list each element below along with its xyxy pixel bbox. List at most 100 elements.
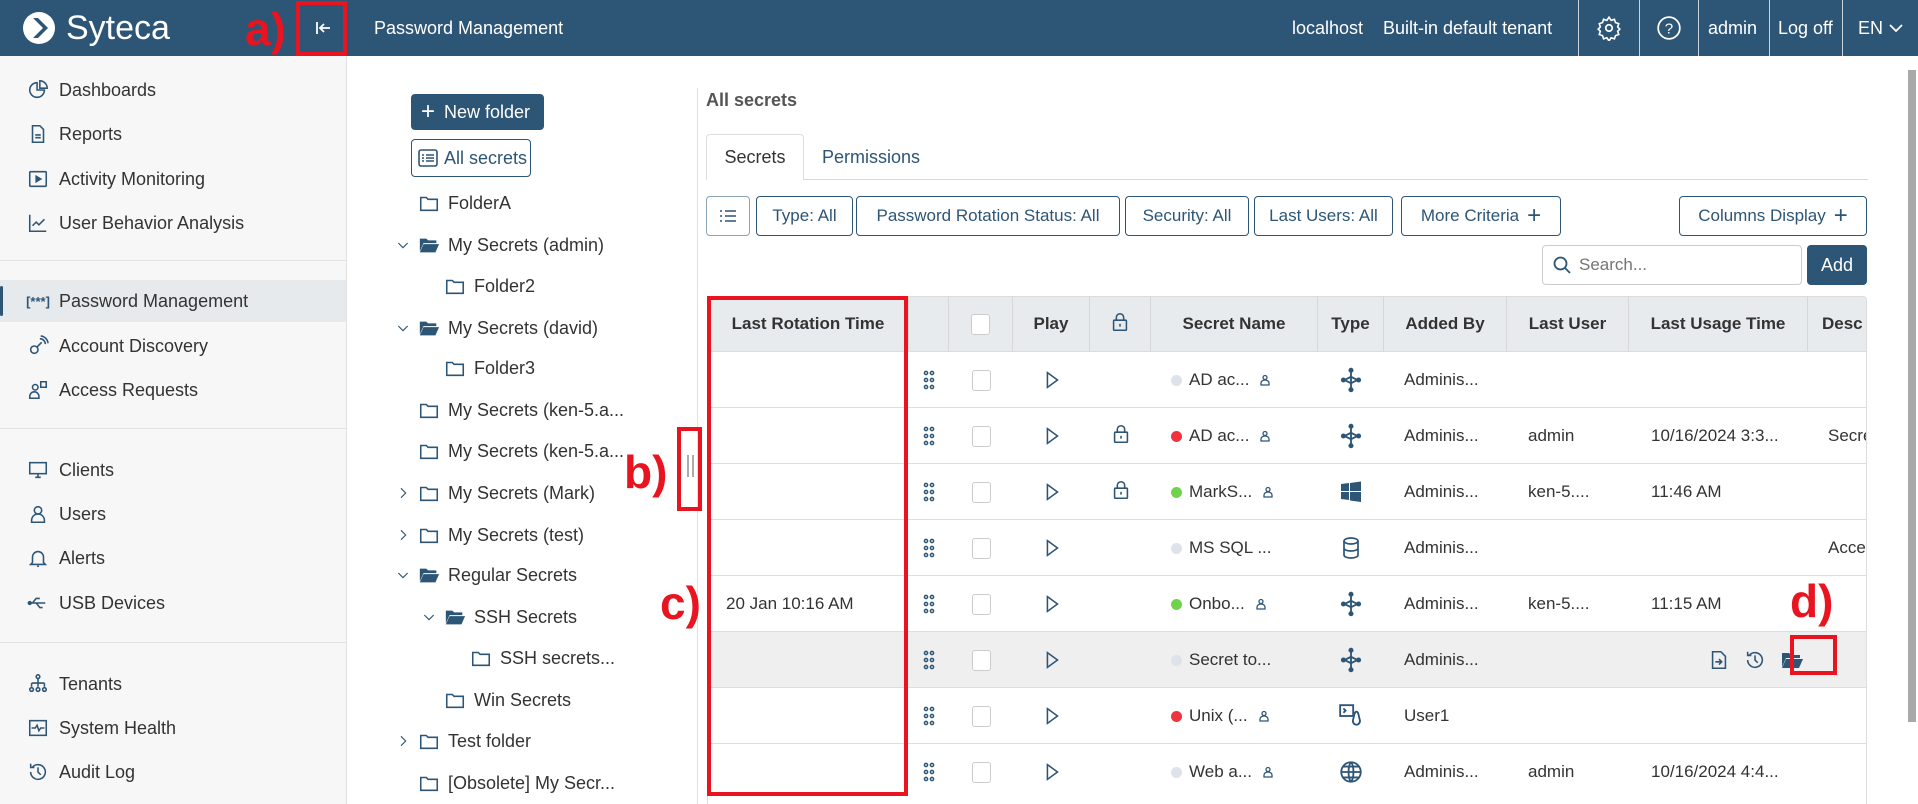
sidebar-item-clients[interactable]: Clients — [0, 449, 346, 491]
row-checkbox[interactable] — [971, 649, 991, 671]
chevron-down-icon[interactable] — [394, 320, 412, 336]
drag-handle[interactable] — [909, 464, 949, 520]
row-checkbox[interactable] — [971, 761, 991, 783]
tree-item[interactable]: FolderA — [394, 184, 511, 222]
columns-display-button[interactable]: Columns Display + — [1679, 196, 1867, 236]
play-button[interactable] — [1013, 352, 1090, 408]
row-checkbox[interactable] — [971, 369, 991, 391]
table-row[interactable]: AD ac... Adminis... admin 10/16/2024 3:3...… — [708, 407, 1866, 464]
drag-handle[interactable] — [909, 408, 949, 464]
sidebar-item-users[interactable]: Users — [0, 493, 346, 535]
sidebar-item-activity-monitoring[interactable]: Activity Monitoring — [0, 158, 346, 200]
tree-item[interactable]: My Secrets (Mark) — [394, 474, 595, 512]
secret-name-cell[interactable]: AD ac... — [1151, 408, 1318, 464]
sidebar-item-alerts[interactable]: Alerts — [0, 537, 346, 579]
column-header-play[interactable]: Play — [1013, 297, 1090, 351]
column-header-last-usage-time[interactable]: Last Usage Time — [1629, 297, 1808, 351]
history-button[interactable] — [1744, 649, 1766, 671]
drag-handle[interactable] — [909, 576, 949, 632]
tree-item[interactable]: [Obsolete] My Secr... — [394, 764, 615, 802]
drag-handle[interactable] — [909, 520, 949, 576]
tree-item[interactable]: SSH Secrets — [420, 598, 577, 636]
sidebar-item-reports[interactable]: Reports — [0, 113, 346, 155]
sidebar-item-dashboards[interactable]: Dashboards — [0, 69, 346, 111]
tree-item[interactable]: My Secrets (ken-5.a... — [394, 391, 624, 429]
row-checkbox[interactable] — [971, 705, 991, 727]
drag-handle[interactable] — [909, 352, 949, 408]
chevron-down-icon[interactable] — [420, 609, 438, 625]
sidebar-item-tenants[interactable]: Tenants — [0, 663, 346, 705]
select-all-checkbox[interactable] — [971, 313, 990, 335]
secret-name-cell[interactable]: Web a... — [1151, 744, 1318, 800]
page-scrollbar[interactable] — [1908, 70, 1916, 722]
tab-permissions[interactable]: Permissions — [822, 146, 921, 167]
table-row[interactable]: AD ac... Adminis... — [708, 351, 1866, 408]
play-button[interactable] — [1013, 408, 1090, 464]
play-button[interactable] — [1013, 688, 1090, 744]
column-header-added-by[interactable]: Added By — [1384, 297, 1507, 351]
tree-item[interactable]: Win Secrets — [420, 681, 571, 719]
collapse-sidebar-button[interactable] — [300, 0, 346, 56]
filter-last-users[interactable]: Last Users: All — [1254, 196, 1393, 236]
chevron-right-icon[interactable] — [394, 527, 412, 543]
play-button[interactable] — [1013, 520, 1090, 576]
log-off-link[interactable]: Log off — [1778, 18, 1833, 38]
sidebar-item-audit-log[interactable]: Audit Log — [0, 751, 346, 793]
column-header-lock[interactable] — [1090, 297, 1151, 351]
sidebar-item-access-requests[interactable]: Access Requests — [0, 369, 346, 411]
table-row[interactable]: Web a... Adminis... admin 10/16/2024 4:4... — [708, 743, 1866, 800]
view-toggle-button[interactable] — [706, 196, 750, 236]
drag-handle[interactable] — [909, 688, 949, 744]
new-folder-button[interactable]: + New folder — [411, 94, 544, 130]
row-checkbox[interactable] — [971, 593, 991, 615]
play-button[interactable] — [1013, 464, 1090, 520]
drag-handle[interactable] — [909, 632, 949, 688]
panel-resize-handle[interactable] — [685, 455, 695, 481]
play-button[interactable] — [1013, 632, 1090, 688]
tree-item[interactable]: Folder2 — [420, 267, 535, 305]
secret-name-cell[interactable]: Unix (... — [1151, 688, 1318, 744]
user-menu[interactable]: admin — [1708, 18, 1758, 38]
search-box[interactable] — [1542, 245, 1802, 285]
move-to-folder-button[interactable] — [1708, 649, 1730, 671]
secret-name-cell[interactable]: Onbo... — [1151, 576, 1318, 632]
play-button[interactable] — [1013, 744, 1090, 800]
column-header-description[interactable]: Desc — [1808, 297, 1866, 351]
tree-item[interactable]: My Secrets (test) — [394, 516, 584, 554]
search-input[interactable] — [1579, 255, 1779, 275]
secret-name-cell[interactable]: MS SQL ... — [1151, 520, 1318, 576]
language-selector[interactable]: EN — [1858, 0, 1903, 56]
sidebar-item-user-behavior-analysis[interactable]: User Behavior Analysis — [0, 202, 346, 244]
column-header-drag[interactable] — [909, 297, 949, 351]
all-secrets-button[interactable]: All secrets — [411, 139, 531, 177]
tree-item[interactable]: Regular Secrets — [394, 556, 577, 594]
chevron-right-icon[interactable] — [394, 733, 412, 749]
secret-name-cell[interactable]: AD ac... — [1151, 352, 1318, 408]
column-header-last-user[interactable]: Last User — [1507, 297, 1629, 351]
table-row[interactable]: Unix (... User1 — [708, 687, 1866, 744]
secret-name-cell[interactable]: Secret to... — [1151, 632, 1318, 688]
tree-item[interactable]: Test folder — [394, 722, 531, 760]
chevron-down-icon[interactable] — [394, 237, 412, 253]
play-button[interactable] — [1013, 576, 1090, 632]
sidebar-item-account-discovery[interactable]: Account Discovery — [0, 325, 346, 367]
table-row[interactable]: Secret to... Adminis... — [708, 631, 1866, 688]
settings-button[interactable] — [1579, 0, 1639, 56]
row-checkbox[interactable] — [971, 425, 991, 447]
column-header-select[interactable] — [949, 297, 1013, 351]
filter-security[interactable]: Security: All — [1125, 196, 1249, 236]
column-header-secret-name[interactable]: Secret Name — [1151, 297, 1318, 351]
chevron-down-icon[interactable] — [394, 567, 412, 583]
secret-name-cell[interactable]: MarkS... — [1151, 464, 1318, 520]
tree-item[interactable]: My Secrets (david) — [394, 309, 598, 347]
table-row[interactable]: 20 Jan 10:16 AM Onbo... Adminis... ken-5...… — [708, 575, 1866, 632]
column-header-type[interactable]: Type — [1318, 297, 1384, 351]
sidebar-item-usb-devices[interactable]: USB Devices — [0, 582, 346, 624]
drag-handle[interactable] — [909, 744, 949, 800]
more-criteria-button[interactable]: More Criteria + — [1401, 196, 1561, 236]
table-row[interactable]: MarkS... Adminis... ken-5.... 11:46 AM — [708, 463, 1866, 520]
row-checkbox[interactable] — [971, 481, 991, 503]
tenant-label[interactable]: Built-in default tenant — [1383, 18, 1553, 38]
tab-secrets[interactable]: Secrets — [706, 134, 804, 180]
filter-type[interactable]: Type: All — [756, 196, 853, 236]
